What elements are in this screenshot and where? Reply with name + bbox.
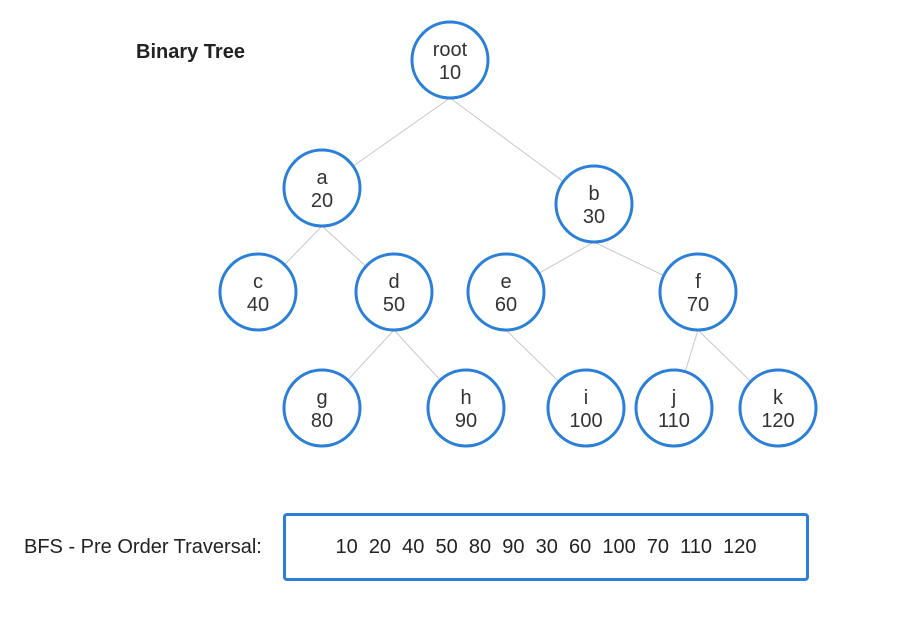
tree-node-h: h90 (426, 368, 506, 448)
edge-a-c (284, 225, 323, 266)
node-circle (282, 368, 362, 448)
node-name: f (695, 271, 701, 293)
node-name: c (253, 271, 263, 293)
traversal-result-box: 10 20 40 50 80 90 30 60 100 70 110 120 (283, 513, 809, 581)
traversal-values: 10 20 40 50 80 90 30 60 100 70 110 120 (335, 535, 757, 558)
diagram-title: Binary Tree (136, 41, 245, 63)
node-value: 100 (569, 410, 602, 432)
tree-node-a: a20 (282, 148, 362, 228)
node-circle (354, 252, 434, 332)
edge-root-b (449, 97, 564, 182)
edge-b-f (593, 241, 664, 276)
node-value: 110 (658, 410, 690, 432)
edge-b-e (538, 241, 595, 274)
tree-node-d: d50 (354, 252, 434, 332)
node-name: e (500, 271, 511, 293)
node-value: 30 (583, 206, 605, 228)
tree-node-c: c40 (218, 252, 298, 332)
edge-f-k (697, 329, 752, 382)
tree-node-f: f70 (658, 252, 738, 332)
node-value: 70 (687, 294, 709, 316)
edge-d-g (347, 329, 395, 381)
tree-edges (284, 97, 752, 382)
node-name: a (316, 167, 328, 189)
node-name: j (671, 387, 676, 409)
node-circle (410, 20, 490, 100)
node-circle (738, 368, 818, 448)
node-circle (426, 368, 506, 448)
tree-node-e: e60 (466, 252, 546, 332)
node-circle (466, 252, 546, 332)
node-value: 60 (495, 294, 517, 316)
node-circle (554, 164, 634, 244)
tree-node-b: b30 (554, 164, 634, 244)
node-circle (282, 148, 362, 228)
node-circle (218, 252, 298, 332)
node-value: 20 (311, 190, 333, 212)
node-value: 120 (761, 410, 794, 432)
node-name: k (773, 387, 784, 409)
node-value: 90 (455, 410, 477, 432)
tree-node-g: g80 (282, 368, 362, 448)
edge-root-a (352, 97, 451, 167)
node-name: h (460, 387, 471, 409)
edge-f-j (684, 329, 699, 372)
node-name: d (388, 271, 399, 293)
edge-d-h (393, 329, 441, 381)
node-name: g (316, 387, 327, 409)
traversal-label: BFS - Pre Order Traversal: (24, 536, 262, 558)
node-circle (658, 252, 738, 332)
node-value: 80 (311, 410, 333, 432)
edge-e-i (505, 329, 560, 382)
node-value: 10 (439, 62, 461, 84)
edge-a-d (321, 225, 367, 267)
node-name: i (584, 387, 588, 409)
node-circle (634, 368, 714, 448)
node-name: b (588, 183, 599, 205)
node-circle (546, 368, 626, 448)
node-value: 50 (383, 294, 405, 316)
node-value: 40 (247, 294, 269, 316)
node-name: root (433, 39, 468, 61)
